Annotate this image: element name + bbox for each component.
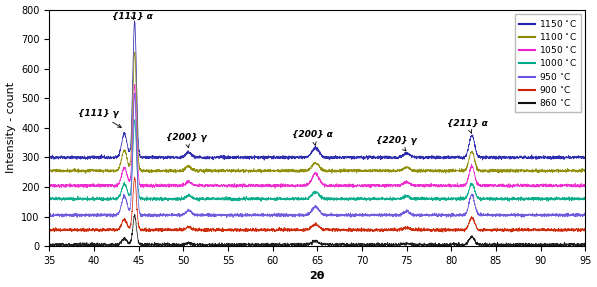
Text: {111} α: {111} α — [112, 11, 153, 20]
Y-axis label: Intensity - count: Intensity - count — [5, 82, 16, 173]
Text: {200} α: {200} α — [293, 130, 333, 145]
Legend: 1150 $^{\circ}$C, 1100 $^{\circ}$C, 1050 $^{\circ}$C, 1000 $^{\circ}$C, 950 $^{\: 1150 $^{\circ}$C, 1100 $^{\circ}$C, 1050… — [515, 14, 581, 112]
Text: {111} γ: {111} γ — [78, 109, 121, 127]
Text: {200} γ: {200} γ — [165, 133, 207, 148]
Text: {211} α: {211} α — [447, 119, 488, 133]
Text: {220} γ: {220} γ — [376, 136, 416, 151]
X-axis label: 2θ: 2θ — [310, 272, 325, 282]
